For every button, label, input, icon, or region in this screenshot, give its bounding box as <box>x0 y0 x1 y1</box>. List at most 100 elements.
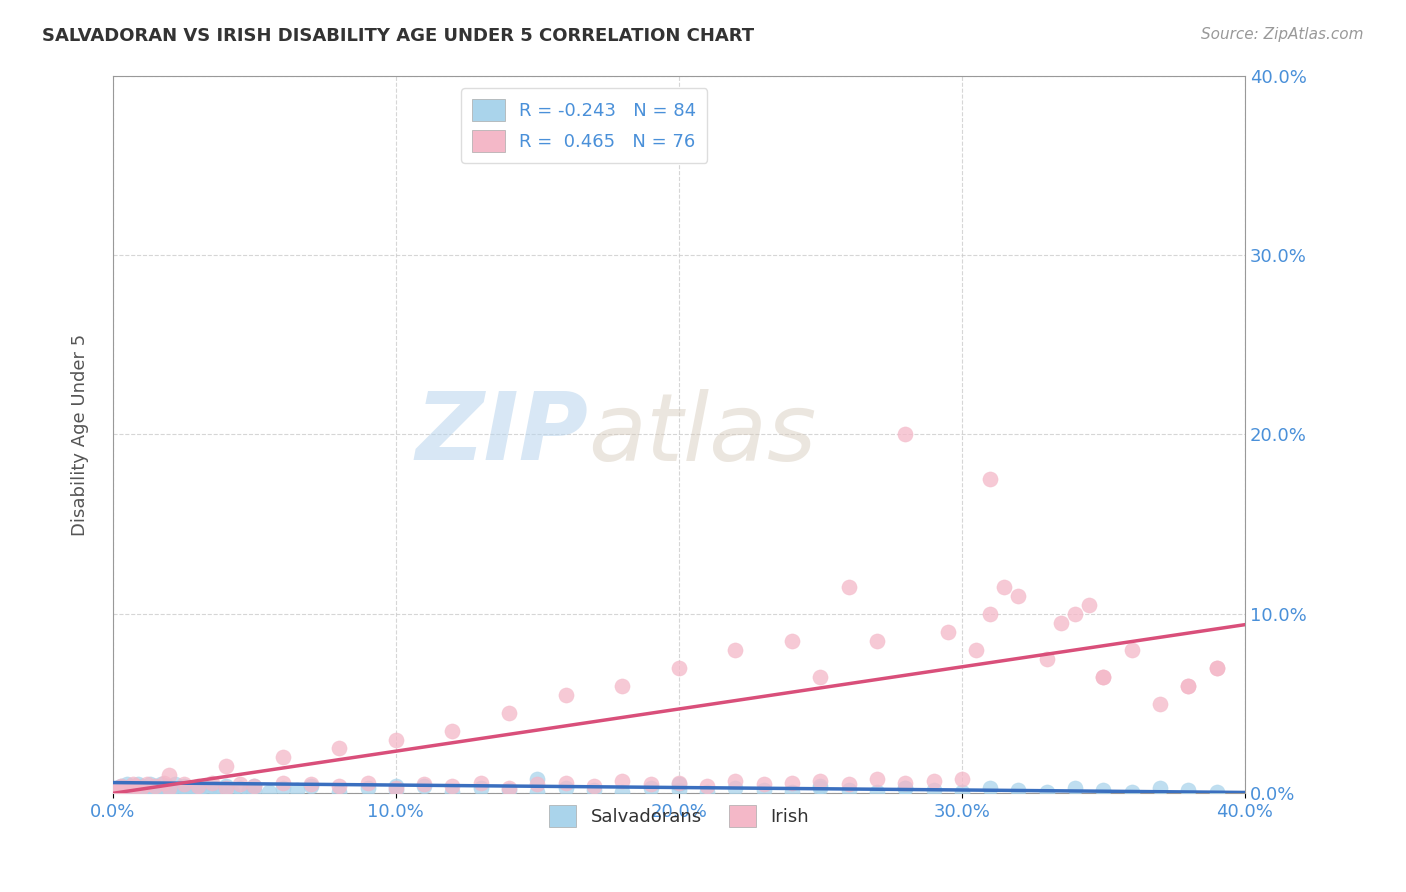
Point <box>866 633 889 648</box>
Point <box>299 777 322 791</box>
Point <box>668 782 690 797</box>
Point <box>1092 670 1115 684</box>
Point <box>143 784 166 798</box>
Point <box>159 784 181 798</box>
Point <box>121 784 143 798</box>
Point <box>243 779 266 793</box>
Point <box>385 779 408 793</box>
Point <box>243 782 266 797</box>
Point <box>668 661 690 675</box>
Point <box>215 759 238 773</box>
Point <box>257 784 280 798</box>
Point <box>1036 652 1059 666</box>
Point <box>965 642 987 657</box>
Point <box>121 777 143 791</box>
Point <box>582 782 605 797</box>
Point <box>808 670 831 684</box>
Point <box>1007 782 1029 797</box>
Point <box>285 782 308 797</box>
Point <box>193 779 215 793</box>
Point <box>165 777 187 791</box>
Point <box>110 779 132 793</box>
Point <box>936 624 959 639</box>
Point <box>554 780 576 795</box>
Point <box>640 777 662 791</box>
Point <box>780 784 803 798</box>
Point <box>385 732 408 747</box>
Point <box>132 784 155 798</box>
Point <box>173 779 195 793</box>
Point <box>526 777 548 791</box>
Text: atlas: atlas <box>588 389 817 480</box>
Point <box>271 750 294 764</box>
Point <box>356 775 378 789</box>
Point <box>238 782 260 797</box>
Point <box>724 642 747 657</box>
Point <box>187 780 209 795</box>
Point <box>993 580 1015 594</box>
Point <box>356 780 378 795</box>
Point <box>1121 784 1143 798</box>
Point <box>181 780 204 795</box>
Point <box>1205 661 1227 675</box>
Point <box>922 773 945 788</box>
Point <box>385 780 408 795</box>
Point <box>159 784 181 798</box>
Text: ZIP: ZIP <box>415 388 588 481</box>
Point <box>104 782 127 797</box>
Point <box>1092 782 1115 797</box>
Point <box>1050 615 1073 630</box>
Point <box>118 779 141 793</box>
Text: Source: ZipAtlas.com: Source: ZipAtlas.com <box>1201 27 1364 42</box>
Point <box>1177 782 1199 797</box>
Point <box>752 782 775 797</box>
Point <box>271 780 294 795</box>
Point <box>1092 670 1115 684</box>
Point <box>696 784 718 798</box>
Point <box>146 780 169 795</box>
Point <box>1177 679 1199 693</box>
Point <box>201 775 224 789</box>
Point <box>149 777 172 791</box>
Point <box>894 775 917 789</box>
Point <box>127 777 149 791</box>
Point <box>470 775 492 789</box>
Point <box>441 784 464 798</box>
Point <box>328 779 350 793</box>
Point <box>152 775 174 789</box>
Point <box>866 772 889 786</box>
Point <box>498 782 520 797</box>
Point <box>271 775 294 789</box>
Point <box>129 780 152 795</box>
Point <box>173 777 195 791</box>
Point <box>229 780 252 795</box>
Point <box>526 784 548 798</box>
Point <box>187 782 209 797</box>
Point <box>135 780 157 795</box>
Point <box>129 782 152 797</box>
Point <box>107 780 129 795</box>
Point <box>215 779 238 793</box>
Point <box>162 780 184 795</box>
Point <box>152 782 174 797</box>
Point <box>328 741 350 756</box>
Point <box>135 777 157 791</box>
Point <box>1036 784 1059 798</box>
Point <box>724 773 747 788</box>
Point <box>1205 784 1227 798</box>
Point <box>1064 607 1087 621</box>
Point <box>221 784 243 798</box>
Point <box>498 706 520 720</box>
Point <box>554 775 576 789</box>
Point <box>894 780 917 795</box>
Point <box>110 784 132 798</box>
Point <box>668 775 690 789</box>
Point <box>808 779 831 793</box>
Point <box>124 779 146 793</box>
Point <box>894 427 917 442</box>
Point <box>1064 780 1087 795</box>
Point <box>1205 661 1227 675</box>
Point <box>838 777 860 791</box>
Point <box>243 779 266 793</box>
Point <box>1149 697 1171 711</box>
